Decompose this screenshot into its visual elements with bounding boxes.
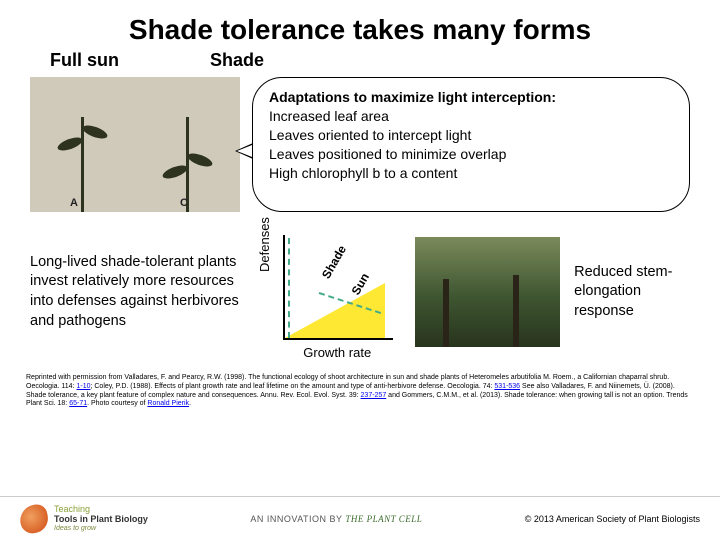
- footer: Teaching Tools in Plant Biology Ideas to…: [0, 496, 720, 540]
- page-title: Shade tolerance takes many forms: [0, 0, 720, 50]
- innovation-text: AN INNOVATION BY THE PLANT CELL: [250, 514, 422, 524]
- cite-link1[interactable]: 1-10: [76, 383, 90, 390]
- subhead-fullsun: Full sun: [50, 50, 170, 71]
- cite-t6: .: [189, 400, 191, 407]
- logo-l3: Ideas to grow: [54, 525, 148, 533]
- citation: Reprinted with permission from Valladare…: [0, 368, 720, 413]
- innov-pre: AN INNOVATION BY: [250, 514, 345, 524]
- callout-l1: Increased leaf area: [269, 108, 389, 124]
- cite-t2: ; Coley, P.D. (1988). Effects of plant g…: [90, 383, 494, 390]
- callout-l4: High chlorophyll b to a content: [269, 165, 457, 181]
- leaf-icon: [18, 502, 50, 534]
- callout-l2: Leaves oriented to intercept light: [269, 127, 471, 143]
- chart-ylabel: Defenses: [257, 217, 272, 272]
- footer-logo: Teaching Tools in Plant Biology Ideas to…: [20, 505, 148, 533]
- cite-t5: . Photo courtesy of: [87, 400, 147, 407]
- adaptations-callout: Adaptations to maximize light intercepti…: [252, 77, 690, 212]
- innov-brand: THE PLANT CELL: [345, 514, 422, 524]
- cite-link5[interactable]: Ronald Pierik: [147, 400, 189, 407]
- subhead-shade: Shade: [210, 50, 264, 71]
- defenses-growth-chart: Defenses Shade Sun Growth rate: [261, 222, 401, 362]
- logo-l2: Tools in Plant Biology: [54, 515, 148, 525]
- plant-image: A C: [30, 77, 240, 212]
- logo-text: Teaching Tools in Plant Biology Ideas to…: [54, 505, 148, 532]
- cite-link4[interactable]: 65-71: [69, 400, 87, 407]
- plant-label-a: A: [70, 197, 78, 209]
- callout-lead: Adaptations to maximize light intercepti…: [269, 89, 556, 105]
- plant-a: [81, 117, 84, 212]
- stem-text: Reduced stem-elongation response: [574, 263, 690, 322]
- forest-photo: [415, 237, 560, 347]
- callout-pointer: [235, 143, 253, 159]
- plant-label-c: C: [180, 197, 188, 209]
- upper-row: A C Adaptations to maximize light interc…: [0, 77, 720, 222]
- cite-link2[interactable]: 531-536: [494, 383, 520, 390]
- cite-link3[interactable]: 237-257: [361, 392, 387, 399]
- defense-text: Long-lived shade-tolerant plants invest …: [30, 253, 247, 331]
- subhead-row: Full sun Shade: [0, 50, 720, 77]
- copyright: © 2013 American Society of Plant Biologi…: [525, 514, 700, 524]
- callout-l3: Leaves positioned to minimize overlap: [269, 146, 506, 162]
- chart-xlabel: Growth rate: [303, 345, 371, 360]
- lower-row: Long-lived shade-tolerant plants invest …: [0, 222, 720, 368]
